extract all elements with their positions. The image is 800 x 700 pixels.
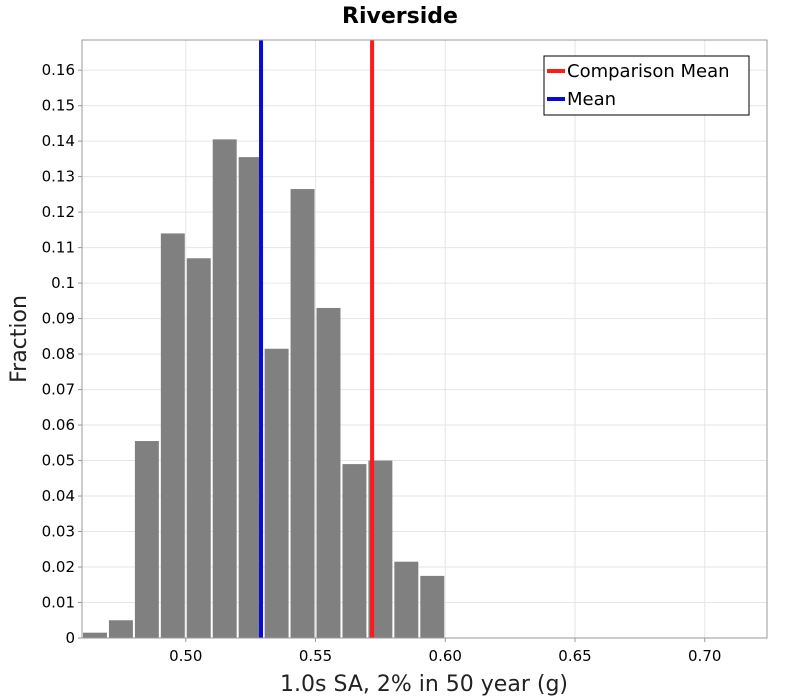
histogram-bar: [342, 464, 367, 638]
histogram-bar: [420, 575, 445, 638]
y-tick-label: 0.01: [42, 594, 75, 612]
histogram-bar: [134, 441, 159, 638]
y-tick-label: 0.15: [42, 97, 75, 115]
y-tick-label: 0.03: [42, 523, 75, 541]
plot-area-border: [81, 39, 768, 639]
x-tick-label: 0.60: [429, 647, 462, 665]
histogram-bar: [290, 189, 315, 638]
y-axis-label: Fraction: [7, 295, 32, 383]
y-tick-label: 0.04: [42, 487, 75, 505]
y-axis-ticks: 0 0.01 0.02 0.03 0.04 0.05 0.06 0.07 0.08 0.09 0.1…: [42, 61, 82, 647]
histogram-bar: [264, 348, 289, 638]
x-axis-ticks: 0.50 0.55 0.60 0.65 0.70: [169, 638, 721, 665]
histogram-bars: [83, 139, 445, 639]
x-tick-label: 0.70: [688, 647, 721, 665]
y-tick-label: 0.1: [51, 274, 75, 292]
legend-label-mean: Mean: [567, 89, 616, 110]
x-axis-label: 1.0s SA, 2% in 50 year (g): [280, 672, 568, 697]
x-tick-label: 0.50: [169, 647, 202, 665]
histogram-bar: [83, 632, 107, 638]
chart-title: Riverside: [342, 4, 458, 29]
y-tick-label: 0.02: [42, 558, 75, 576]
histogram-bar: [160, 233, 185, 638]
y-tick-label: 0.05: [42, 452, 75, 470]
histogram-bar: [212, 139, 237, 639]
y-tick-label: 0.07: [42, 381, 75, 399]
legend-box: [543, 55, 750, 116]
legend-label-comparison-mean: Comparison Mean: [567, 61, 730, 82]
histogram-bar: [108, 620, 133, 638]
histogram-bar: [186, 258, 211, 638]
histogram-bar: [316, 307, 341, 638]
y-tick-label: 0.09: [42, 310, 75, 328]
x-tick-label: 0.65: [558, 647, 591, 665]
y-tick-label: 0.16: [42, 61, 75, 79]
x-tick-label: 0.55: [299, 647, 332, 665]
reference-lines: [259, 40, 375, 638]
legend: Comparison Mean Mean: [543, 55, 750, 116]
histogram-bar: [394, 561, 419, 638]
y-tick-label: 0.12: [42, 203, 75, 221]
y-tick-label: 0: [65, 629, 75, 647]
y-tick-label: 0.11: [42, 239, 75, 257]
y-tick-label: 0.13: [42, 168, 75, 186]
y-tick-label: 0.14: [42, 132, 75, 150]
y-tick-label: 0.08: [42, 345, 75, 363]
histogram-bar: [238, 157, 263, 638]
histogram-bar: [368, 460, 393, 638]
y-tick-label: 0.06: [42, 416, 75, 434]
